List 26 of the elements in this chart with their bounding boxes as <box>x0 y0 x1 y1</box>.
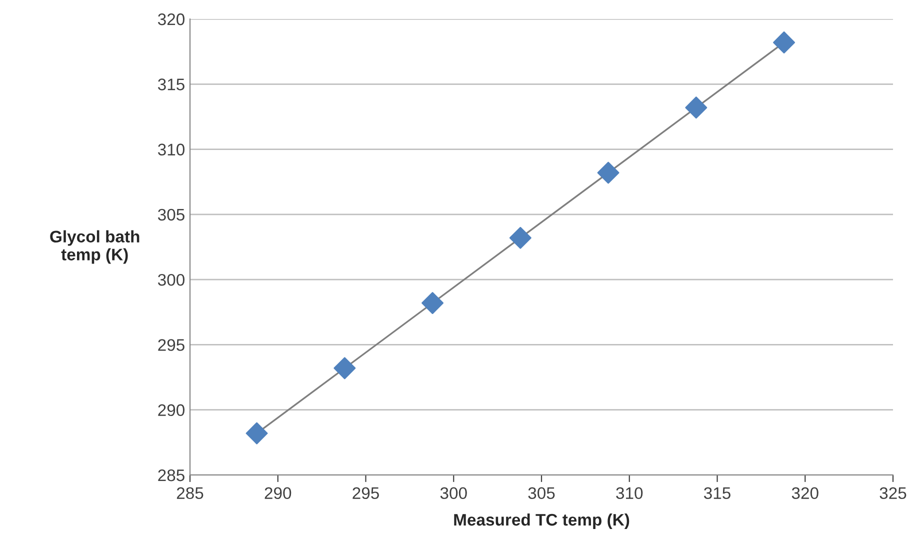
y-tick-label: 295 <box>158 339 184 351</box>
x-tick-label: 300 <box>440 487 467 500</box>
point <box>509 226 532 249</box>
point <box>685 96 708 119</box>
x-tick-label: 295 <box>352 487 379 500</box>
y-tick-label: 320 <box>158 13 184 26</box>
x-tick-label: 290 <box>264 487 292 500</box>
x-tick-label: 310 <box>616 487 643 500</box>
point <box>246 422 268 444</box>
y-tick-label: 310 <box>158 144 184 156</box>
y-tick-label: 315 <box>158 78 184 90</box>
y-tick-label: 290 <box>158 404 184 416</box>
x-axis-title: Measured TC temp (K) <box>454 513 630 529</box>
point <box>773 31 796 54</box>
x-tick-label: 285 <box>176 487 204 500</box>
point <box>422 292 444 314</box>
y-axis-title: Glycol bath temp (K) <box>50 230 140 264</box>
y-tick-label: 285 <box>158 469 184 482</box>
y-tick-label: 305 <box>158 208 184 221</box>
x-tick-label: 325 <box>880 487 906 500</box>
x-tick-label: 315 <box>704 487 730 500</box>
x-tick-label: 305 <box>528 487 555 500</box>
x-tick-label: 320 <box>792 487 818 500</box>
point <box>334 357 356 380</box>
point <box>597 162 620 184</box>
y-tick-label: 300 <box>158 274 184 286</box>
